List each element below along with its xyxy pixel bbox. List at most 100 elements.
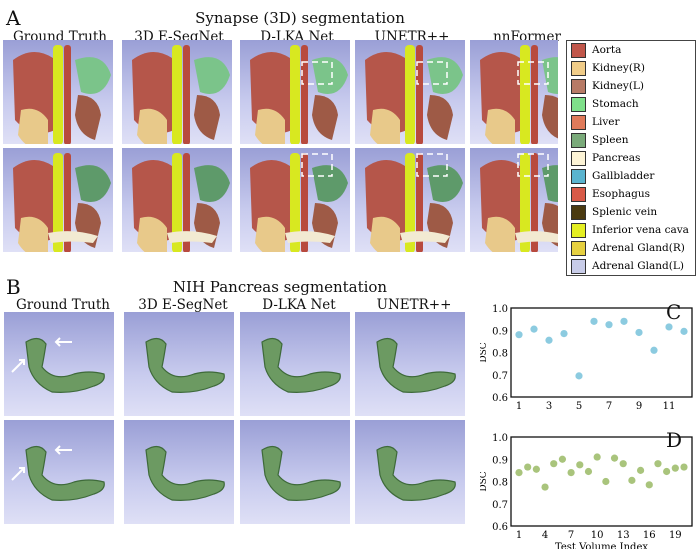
y-tick-label: 0.9	[492, 455, 508, 466]
panel-b-letter: B	[6, 275, 21, 299]
legend-swatch	[571, 240, 586, 256]
column-header: 3D E-SegNet	[138, 297, 228, 313]
legend-label: Stomach	[592, 98, 639, 110]
panel-a-title: Synapse (3D) segmentation	[195, 9, 405, 27]
x-tick-label: 5	[576, 401, 582, 412]
legend-label: Aorta	[592, 44, 622, 56]
data-point	[590, 317, 598, 325]
y-tick-label: 0.7	[492, 500, 508, 511]
legend-swatch	[571, 258, 586, 274]
x-tick-label: 16	[643, 530, 656, 541]
legend-label: Kidney(L)	[592, 80, 644, 92]
y-tick-label: 0.6	[492, 522, 508, 533]
column-header: UNETR++	[376, 297, 452, 313]
legend-item: Gallbladder	[567, 167, 695, 185]
data-point	[628, 476, 636, 484]
synapse-render	[3, 40, 113, 144]
panel-a-letter: A	[6, 6, 21, 30]
pancreas-render	[355, 420, 465, 524]
legend-label: Liver	[592, 116, 620, 128]
legend-item: Kidney(L)	[567, 77, 695, 95]
legend-swatch	[571, 150, 586, 166]
legend-label: Kidney(R)	[592, 62, 645, 74]
y-axis-label: DSC	[480, 471, 489, 491]
x-tick-label: 7	[568, 530, 574, 541]
synapse-render	[470, 148, 558, 252]
x-tick-label: 1	[516, 401, 522, 412]
legend-label: Inferior vena cava	[592, 224, 689, 236]
x-tick-label: 9	[636, 401, 642, 412]
synapse-render	[355, 40, 465, 144]
synapse-render	[355, 148, 465, 252]
legend-swatch	[571, 168, 586, 184]
pancreas-render	[4, 420, 114, 524]
legend-item: Splenic vein	[567, 203, 695, 221]
panel-b-title: NIH Pancreas segmentation	[172, 278, 388, 296]
data-point	[654, 460, 662, 468]
panel-d-letter: D	[666, 428, 683, 452]
legend-item: Liver	[567, 113, 695, 131]
data-point	[567, 469, 575, 477]
legend-label: Pancreas	[592, 152, 641, 164]
x-tick-label: 19	[669, 530, 682, 541]
synapse-render	[240, 40, 350, 144]
data-point	[665, 323, 673, 331]
legend-swatch	[571, 222, 586, 238]
data-point	[576, 461, 584, 469]
x-tick-label: 7	[606, 401, 612, 412]
x-tick-label: 11	[663, 401, 676, 412]
synapse-render	[470, 40, 558, 144]
data-point	[545, 336, 553, 344]
plot-frame	[510, 436, 693, 527]
data-point	[635, 328, 643, 337]
legend-swatch	[571, 204, 586, 220]
legend-label: Spleen	[592, 134, 629, 146]
data-point	[680, 327, 688, 335]
data-point	[650, 346, 658, 354]
legend-item: Esophagus	[567, 185, 695, 203]
x-tick-label: 3	[546, 401, 552, 412]
legend-item: Aorta	[567, 41, 695, 59]
x-tick-label: 1	[516, 530, 522, 541]
y-tick-label: 0.9	[492, 326, 508, 337]
synapse-render	[122, 148, 232, 252]
legend-swatch	[571, 132, 586, 148]
data-point	[575, 372, 583, 380]
y-tick-label: 0.8	[492, 478, 508, 489]
x-tick-label: 10	[591, 530, 604, 541]
y-axis-label: DSC	[480, 342, 489, 362]
data-point	[515, 331, 523, 339]
data-point	[515, 469, 523, 477]
data-point	[558, 455, 567, 463]
data-point	[645, 481, 653, 489]
y-tick-label: 0.7	[492, 371, 508, 382]
data-point	[671, 464, 679, 472]
y-tick-label: 0.8	[492, 349, 508, 360]
legend-item: Stomach	[567, 95, 695, 113]
legend-label: Adrenal Gland(L)	[592, 260, 684, 272]
legend-item: Adrenal Gland(L)	[567, 257, 695, 275]
legend-label: Gallbladder	[592, 170, 655, 182]
dsc-charts: 0.60.70.80.91.01 3 5 7 9 11DSC0.60.70.80.91.0…	[480, 304, 693, 549]
synapse-render	[3, 148, 113, 252]
synapse-render	[122, 40, 232, 144]
data-point	[605, 321, 613, 329]
legend-swatch	[571, 114, 586, 130]
column-header: Ground Truth	[16, 297, 110, 313]
column-header: D-LKA Net	[262, 297, 336, 313]
data-point	[530, 325, 538, 333]
legend-item: Inferior vena cava	[567, 221, 695, 239]
legend-item: Kidney(R)	[567, 59, 695, 77]
data-point	[584, 467, 593, 476]
plot-frame	[510, 307, 693, 398]
x-tick-label: 4	[542, 530, 548, 541]
pancreas-render	[124, 420, 234, 524]
legend-item: Spleen	[567, 131, 695, 149]
data-point	[532, 465, 540, 473]
data-point	[524, 463, 532, 471]
pancreas-render	[124, 312, 234, 416]
organ-legend: Aorta Kidney(R) Kidney(L) Stomach Liver Splee…	[566, 40, 696, 276]
panel-c-letter: C	[666, 300, 682, 324]
y-tick-label: 1.0	[492, 304, 508, 315]
data-point	[619, 460, 627, 468]
